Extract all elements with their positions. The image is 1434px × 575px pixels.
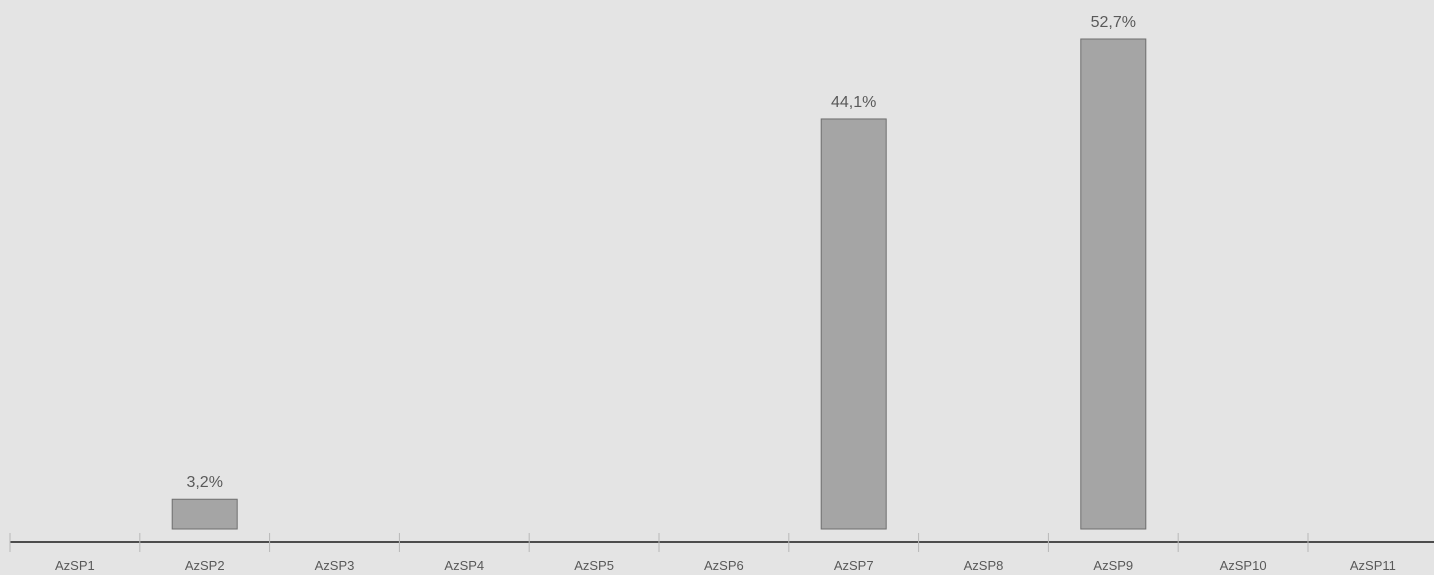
x-tick-labels-group: AzSP1 AzSP2 AzSP3 AzSP4 AzSP5 AzSP6 AzSP7 AzSP8… [55, 558, 1396, 573]
x-tick-label: AzSP7 [834, 558, 874, 573]
x-ticks-group [9, 533, 1309, 552]
x-tick-label: AzSP9 [1093, 558, 1133, 573]
data-label: 3,2% [186, 474, 222, 491]
x-tick-label: AzSP4 [444, 558, 484, 573]
bar [1080, 38, 1147, 530]
x-tick-label: AzSP5 [574, 558, 614, 573]
x-tick-label: AzSP8 [964, 558, 1004, 573]
x-tick-label: AzSP3 [315, 558, 355, 573]
x-tick-label: AzSP11 [1350, 558, 1396, 573]
data-label: 52,7% [1091, 14, 1136, 31]
x-tick-label: AzSP2 [185, 558, 225, 573]
x-tick-label: AzSP1 [55, 558, 95, 573]
bar [820, 118, 887, 530]
data-label: 44,1% [831, 94, 876, 111]
x-tick-label: AzSP10 [1220, 558, 1267, 573]
bar-labels-group: 3,2% 44,1% 52,7% [186, 14, 1136, 491]
bars-group [171, 38, 1147, 530]
bar [171, 498, 238, 530]
x-tick-label: AzSP6 [704, 558, 744, 573]
